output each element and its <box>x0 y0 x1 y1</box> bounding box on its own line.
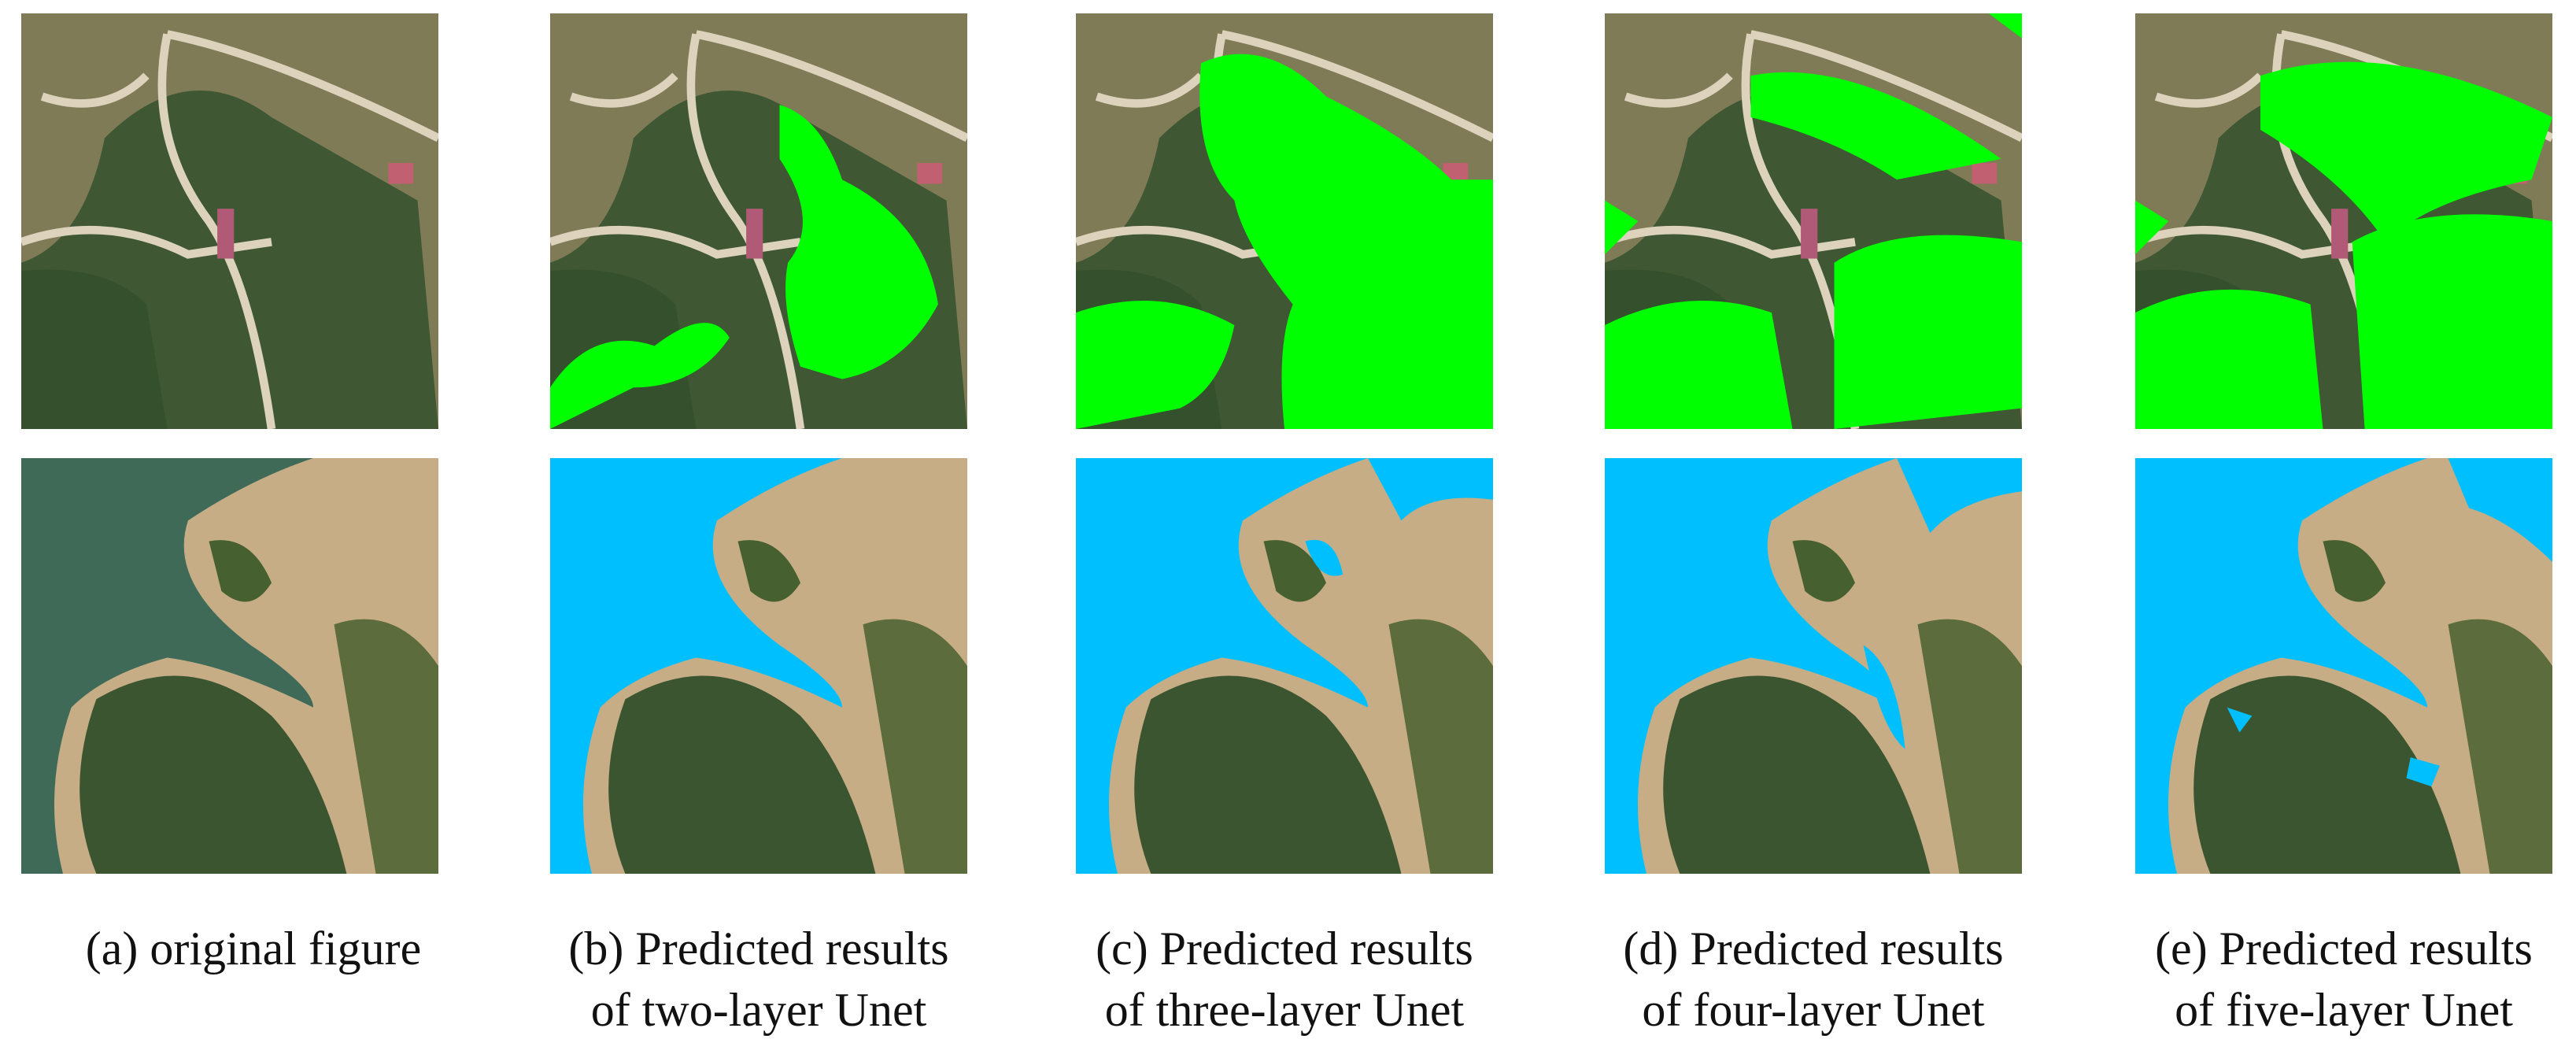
forest <box>1134 675 1402 874</box>
forest <box>209 540 272 602</box>
forest <box>2323 540 2386 602</box>
road <box>2135 225 2386 259</box>
prediction-vegetation <box>1605 200 1639 255</box>
satellite-image-bottom <box>1605 458 2022 874</box>
water <box>2135 458 2427 874</box>
prediction-water <box>1897 458 2022 534</box>
forest <box>2448 619 2552 874</box>
building <box>746 209 763 259</box>
road <box>21 225 272 259</box>
prediction-vegetation <box>1076 300 1235 429</box>
road <box>2154 72 2264 108</box>
prediction-vegetation <box>1199 54 1493 429</box>
caption: (d) Predicted results <box>1623 923 2003 974</box>
prediction-vegetation <box>1605 300 1793 429</box>
road <box>1221 30 1493 142</box>
building <box>388 163 414 184</box>
road <box>569 72 678 108</box>
caption: (a) original figure <box>86 923 421 974</box>
building <box>917 163 943 184</box>
caption: of two-layer Unet <box>591 984 927 1036</box>
road <box>1095 72 1204 108</box>
prediction-vegetation <box>550 323 730 429</box>
building <box>1801 209 1818 259</box>
satellite-image-top <box>21 13 438 429</box>
prediction-vegetation <box>2352 214 2552 429</box>
forest <box>863 619 967 874</box>
forest <box>334 619 438 874</box>
satellite-image-bottom <box>21 458 438 874</box>
prediction-water <box>1368 458 1493 521</box>
road <box>1624 72 1733 108</box>
satellite-image-top <box>1076 13 1493 429</box>
caption: (c) Predicted results <box>1096 923 1473 974</box>
road <box>157 33 276 429</box>
road <box>1076 225 1327 259</box>
caption: of five-layer Unet <box>2175 984 2513 1036</box>
forest <box>1663 675 1931 874</box>
road <box>695 30 967 142</box>
prediction-vegetation <box>1750 72 2001 180</box>
forest <box>21 269 168 429</box>
prediction-water <box>2406 757 2440 787</box>
prediction-vegetation <box>779 105 938 379</box>
satellite-image-bottom <box>2135 458 2552 874</box>
forest <box>1917 619 2022 874</box>
road <box>1750 30 2022 142</box>
road <box>686 33 805 429</box>
building <box>2331 209 2349 259</box>
satellite-image-top <box>1605 13 2022 429</box>
prediction-vegetation <box>2135 289 2323 429</box>
satellite-image-bottom <box>1076 458 1493 874</box>
water <box>1605 458 1897 874</box>
caption: of four-layer Unet <box>1642 984 1985 1036</box>
prediction-vegetation <box>2135 200 2169 255</box>
forest <box>1388 619 1493 874</box>
forest <box>79 675 347 874</box>
prediction-vegetation <box>1834 235 2022 429</box>
forest <box>1792 540 1855 602</box>
forest <box>737 540 800 602</box>
water <box>1076 458 1368 874</box>
forest <box>608 675 876 874</box>
forest <box>1263 540 1326 602</box>
forest <box>2193 675 2461 874</box>
prediction-water <box>2227 707 2253 733</box>
caption: of three-layer Unet <box>1105 984 1465 1036</box>
building <box>1972 163 1998 184</box>
water <box>550 458 842 874</box>
prediction-vegetation <box>2260 61 2552 242</box>
satellite-image-bottom <box>550 458 967 874</box>
road <box>166 30 438 142</box>
road <box>40 72 150 108</box>
prediction-water <box>2448 458 2552 562</box>
caption: (b) Predicted results <box>568 923 948 974</box>
caption: (e) Predicted results <box>2155 923 2533 974</box>
water <box>21 458 313 874</box>
road <box>550 225 801 259</box>
satellite-image-top <box>550 13 967 429</box>
satellite-image-top <box>2135 13 2552 429</box>
prediction-water <box>1305 539 1343 576</box>
prediction-water <box>1863 645 1905 749</box>
road <box>1605 225 1856 259</box>
building <box>217 209 235 259</box>
